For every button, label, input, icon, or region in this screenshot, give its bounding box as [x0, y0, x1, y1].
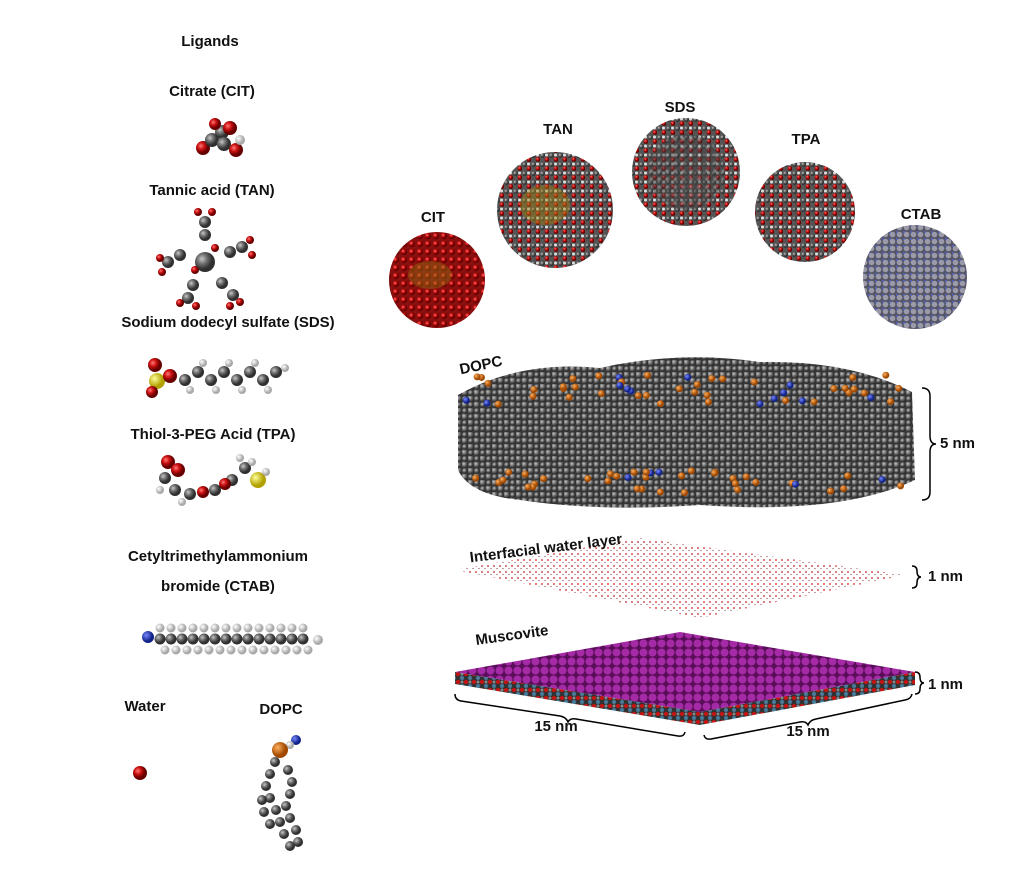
- sds-label: Sodium dodecyl sulfate (SDS): [121, 314, 335, 331]
- interfacial-water-layer: [455, 538, 905, 618]
- water-molecule: [133, 766, 147, 780]
- width-y-label: 15 nm: [786, 723, 830, 740]
- ctab-label-line1: Cetyltrimethylammonium: [127, 548, 309, 565]
- water-thickness-brace: [911, 565, 922, 589]
- tpa-nanoparticle: [755, 162, 855, 262]
- dopc-thickness-brace: [921, 387, 937, 501]
- dopc-molecule: [257, 735, 303, 851]
- cit-nanoparticle: [389, 232, 485, 328]
- tpa-label: Thiol-3-PEG Acid (TPA): [130, 426, 296, 443]
- np-cit-label: CIT: [420, 209, 446, 226]
- water-thickness: 1 nm: [928, 568, 964, 585]
- dopc-bilayer: [458, 357, 915, 508]
- citrate-label: Citrate (CIT): [169, 83, 255, 100]
- water-label: Water: [124, 698, 166, 715]
- citrate-molecule: [196, 118, 245, 157]
- np-tan-label: TAN: [543, 121, 573, 138]
- ctab-nanoparticle: [863, 225, 967, 329]
- tannic-acid-label: Tannic acid (TAN): [149, 182, 275, 199]
- tan-nanoparticle: [497, 152, 613, 268]
- muscovite-thickness: 1 nm: [928, 676, 964, 693]
- ctab-label-line2: bromide (CTAB): [161, 578, 275, 595]
- np-ctab-label: CTAB: [900, 206, 942, 223]
- tpa-molecule: [156, 454, 270, 506]
- width-y-brace: [703, 693, 913, 740]
- np-tpa-label: TPA: [791, 131, 821, 148]
- ligands-heading: Ligands: [181, 33, 239, 50]
- width-x-label: 15 nm: [534, 718, 578, 735]
- muscovite-slab: [455, 632, 915, 712]
- tannic-acid-molecule: [156, 208, 256, 310]
- dopc-thickness: 5 nm: [940, 435, 976, 452]
- ctab-molecule: [142, 623, 323, 655]
- width-x-brace: [454, 693, 686, 737]
- np-sds-label: SDS: [664, 99, 696, 116]
- dopc-ligand-label: DOPC: [259, 701, 303, 718]
- muscovite-thickness-brace: [914, 671, 925, 695]
- sds-molecule: [146, 358, 289, 398]
